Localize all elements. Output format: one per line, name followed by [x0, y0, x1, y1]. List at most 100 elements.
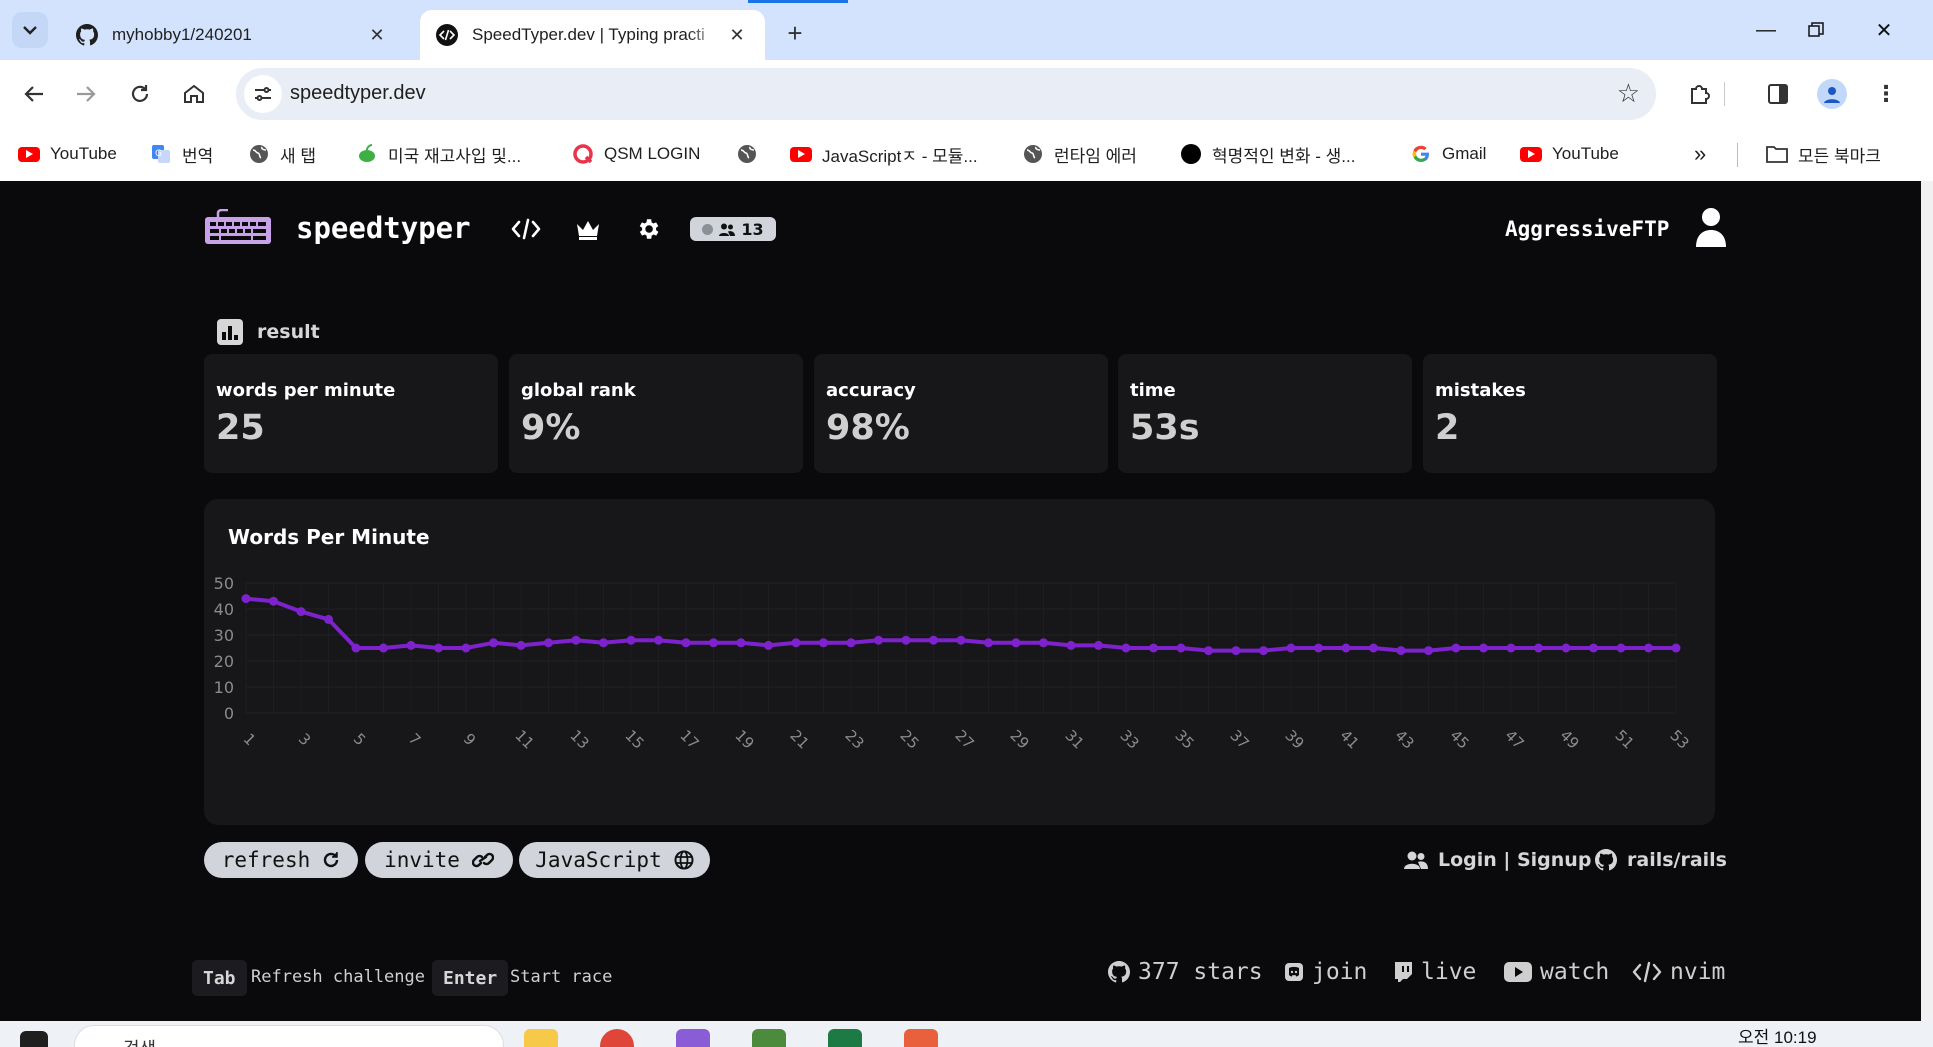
reload-icon[interactable]: [120, 74, 160, 114]
tab-github[interactable]: myhobby1/240201 ✕: [60, 10, 405, 60]
login-signup-link[interactable]: Login | Signup: [1404, 849, 1591, 871]
wpm-data-point[interactable]: [901, 635, 911, 645]
visual-studio-icon[interactable]: [676, 1029, 710, 1047]
wpm-data-point[interactable]: [1561, 643, 1571, 653]
url-text[interactable]: speedtyper.dev: [290, 82, 426, 104]
chrome-icon[interactable]: [600, 1029, 634, 1047]
wpm-data-point[interactable]: [681, 638, 691, 648]
bookmark-item[interactable]: 혁명적인 변화 - 생...: [1180, 139, 1355, 169]
wpm-data-point[interactable]: [874, 635, 883, 645]
address-bar[interactable]: speedtyper.dev ☆: [236, 68, 1656, 120]
tab-search-button[interactable]: [12, 12, 48, 48]
app-icon[interactable]: [904, 1029, 938, 1047]
wpm-data-point[interactable]: [709, 638, 718, 648]
code-icon[interactable]: [510, 215, 542, 243]
app-icon[interactable]: [752, 1029, 786, 1047]
windows-start-icon[interactable]: [20, 1031, 48, 1047]
wpm-data-point[interactable]: [929, 635, 938, 645]
bookmark-item[interactable]: 미국 재고사입 및...: [356, 139, 521, 169]
wpm-data-point[interactable]: [1176, 643, 1186, 653]
close-icon[interactable]: ✕: [369, 24, 385, 45]
wpm-data-point[interactable]: [544, 638, 553, 648]
repo-link[interactable]: rails/rails: [1595, 849, 1727, 871]
forward-icon[interactable]: [66, 74, 106, 114]
wpm-data-point[interactable]: [1479, 643, 1488, 653]
wpm-data-point[interactable]: [819, 638, 828, 648]
wpm-data-point[interactable]: [1369, 643, 1378, 653]
username[interactable]: AggressiveFTP: [1505, 217, 1670, 241]
wpm-data-point[interactable]: [296, 607, 306, 617]
youtube-watch-link[interactable]: watch: [1504, 959, 1609, 985]
bookmark-item[interactable]: YouTube: [1520, 139, 1619, 169]
wpm-data-point[interactable]: [1066, 640, 1076, 650]
extensions-icon[interactable]: [1680, 74, 1720, 114]
wpm-data-point[interactable]: [1396, 646, 1406, 656]
brand-name[interactable]: speedtyper: [296, 211, 471, 245]
discord-join-link[interactable]: join: [1284, 959, 1367, 985]
wpm-data-point[interactable]: [516, 640, 526, 650]
taskbar-search-input[interactable]: 검색: [74, 1025, 504, 1047]
refresh-button[interactable]: refresh: [204, 842, 358, 878]
bookmark-item[interactable]: [736, 139, 768, 169]
wpm-data-point[interactable]: [1314, 643, 1323, 653]
excel-icon[interactable]: [828, 1029, 862, 1047]
user-icon[interactable]: [1694, 207, 1728, 247]
side-panel-icon[interactable]: [1758, 74, 1798, 114]
wpm-data-point[interactable]: [1341, 643, 1351, 653]
wpm-data-point[interactable]: [1589, 643, 1598, 653]
minimize-icon[interactable]: —: [1756, 18, 1776, 41]
wpm-data-point[interactable]: [324, 614, 333, 624]
wpm-data-point[interactable]: [626, 635, 636, 645]
wpm-data-point[interactable]: [1011, 638, 1021, 648]
keyboard-logo-icon[interactable]: [204, 209, 272, 245]
close-window-icon[interactable]: ✕: [1875, 19, 1893, 42]
wpm-data-point[interactable]: [1616, 643, 1626, 653]
wpm-data-point[interactable]: [1644, 643, 1653, 653]
wpm-data-point[interactable]: [1121, 643, 1131, 653]
menu-icon[interactable]: ⋮: [1875, 81, 1897, 106]
wpm-data-point[interactable]: [654, 635, 663, 645]
wpm-data-point[interactable]: [269, 596, 278, 606]
profile-icon[interactable]: [1812, 74, 1852, 114]
restore-icon[interactable]: [1794, 12, 1838, 48]
bookmark-item[interactable]: 런타임 에러: [1022, 139, 1137, 169]
wpm-data-point[interactable]: [984, 638, 993, 648]
wpm-data-point[interactable]: [1094, 640, 1103, 650]
wpm-data-point[interactable]: [736, 638, 746, 648]
wpm-data-point[interactable]: [241, 594, 251, 604]
tab-speedtyper[interactable]: SpeedTyper.dev | Typing practi ✕: [420, 10, 765, 60]
bookmark-item[interactable]: 새 탭: [248, 139, 316, 169]
wpm-data-point[interactable]: [1039, 638, 1048, 648]
more-bookmarks-icon[interactable]: »: [1694, 141, 1707, 166]
wpm-data-point[interactable]: [571, 635, 581, 645]
github-stars-link[interactable]: 377 stars: [1108, 959, 1263, 985]
site-info-icon[interactable]: [244, 75, 282, 113]
home-icon[interactable]: [174, 74, 214, 114]
gear-icon[interactable]: [632, 215, 664, 243]
bookmark-star-icon[interactable]: ☆: [1616, 78, 1640, 108]
wpm-data-point[interactable]: [1231, 646, 1241, 656]
bookmark-item[interactable]: QSM LOGIN: [572, 139, 700, 169]
wpm-data-point[interactable]: [1259, 646, 1268, 656]
wpm-data-point[interactable]: [846, 638, 856, 648]
file-explorer-icon[interactable]: [524, 1029, 558, 1047]
twitch-live-link[interactable]: live: [1393, 959, 1476, 985]
wpm-data-point[interactable]: [1506, 643, 1516, 653]
crown-icon[interactable]: [572, 215, 604, 243]
wpm-data-point[interactable]: [1286, 643, 1296, 653]
bookmark-item[interactable]: G 번역: [150, 139, 213, 169]
online-users-badge[interactable]: 13: [690, 217, 776, 241]
bookmark-item[interactable]: YouTube: [18, 139, 117, 169]
wpm-data-point[interactable]: [599, 638, 608, 648]
nvim-link[interactable]: nvim: [1632, 959, 1725, 985]
new-tab-button[interactable]: +: [787, 17, 803, 48]
wpm-data-point[interactable]: [1451, 643, 1461, 653]
bookmark-item[interactable]: Gmail: [1410, 139, 1486, 169]
page-scrollbar[interactable]: [1921, 181, 1933, 1021]
wpm-data-point[interactable]: [351, 643, 361, 653]
wpm-data-point[interactable]: [1149, 643, 1158, 653]
all-bookmarks-button[interactable]: 모든 북마크: [1766, 139, 1881, 169]
close-icon[interactable]: ✕: [729, 24, 745, 45]
language-button[interactable]: JavaScript: [519, 842, 710, 878]
wpm-data-point[interactable]: [434, 643, 443, 653]
